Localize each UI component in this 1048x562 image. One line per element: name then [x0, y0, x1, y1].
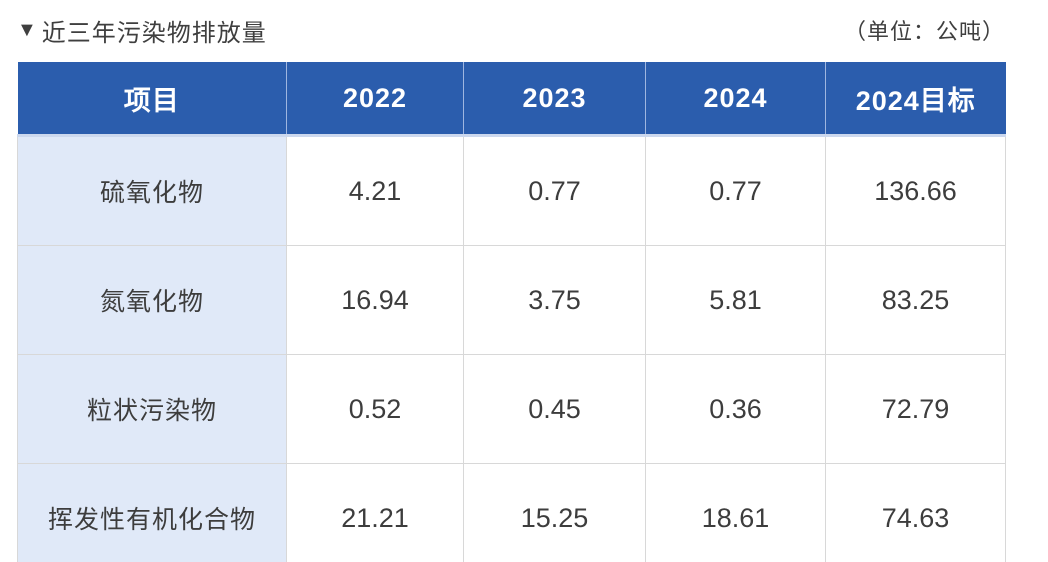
cell-value: 0.77 [645, 135, 826, 246]
table-body: 硫氧化物 4.21 0.77 0.77 136.66 氮氧化物 16.94 3.… [17, 135, 1006, 562]
row-label: 挥发性有机化合物 [17, 463, 287, 562]
cell-value: 18.61 [645, 463, 826, 562]
column-header-2022: 2022 [286, 62, 464, 137]
cell-value: 0.45 [463, 354, 646, 464]
table-row-particulate-pollutants: 粒状污染物 0.52 0.45 0.36 72.79 [17, 354, 1006, 464]
column-header-2023: 2023 [463, 62, 646, 137]
row-label: 粒状污染物 [17, 354, 287, 464]
row-label: 硫氧化物 [17, 135, 287, 246]
cell-value: 21.21 [286, 463, 464, 562]
figure-title-text: 近三年污染物排放量 [41, 19, 267, 47]
cell-value: 5.81 [645, 245, 826, 355]
header-row: 项目 2022 2023 2024 2024目标 [17, 62, 1006, 137]
cell-value: 74.63 [825, 463, 1006, 562]
cell-value: 0.77 [463, 135, 646, 246]
cell-value: 72.79 [825, 354, 1006, 464]
table-row-sulfur-oxides: 硫氧化物 4.21 0.77 0.77 136.66 [17, 135, 1006, 246]
cell-value: 0.52 [286, 354, 464, 464]
column-header-item: 项目 [17, 62, 287, 137]
figure-title: ▼ 近三年污染物排放量 [17, 13, 267, 48]
column-header-2024-target: 2024目标 [825, 62, 1006, 137]
cell-value: 136.66 [825, 135, 1006, 246]
column-header-2024: 2024 [645, 62, 826, 137]
triangle-marker-icon: ▼ [17, 18, 38, 41]
table-row-volatile-organic-compounds: 挥发性有机化合物 21.21 15.25 18.61 74.63 [17, 463, 1006, 562]
caption-row: ▼ 近三年污染物排放量 （单位：公吨） [17, 10, 1005, 50]
cell-value: 15.25 [463, 463, 646, 562]
emissions-table: 项目 2022 2023 2024 2024目标 硫氧化物 4.21 0.77 … [17, 62, 1006, 562]
table-header: 项目 2022 2023 2024 2024目标 [17, 62, 1006, 137]
row-label: 氮氧化物 [17, 245, 287, 355]
cell-value: 16.94 [286, 245, 464, 355]
cell-value: 4.21 [286, 135, 464, 246]
cell-value: 0.36 [645, 354, 826, 464]
cell-value: 83.25 [825, 245, 1006, 355]
cell-value: 3.75 [463, 245, 646, 355]
table-row-nitrogen-oxides: 氮氧化物 16.94 3.75 5.81 83.25 [17, 245, 1006, 355]
unit-note: （单位：公吨） [843, 19, 1005, 44]
